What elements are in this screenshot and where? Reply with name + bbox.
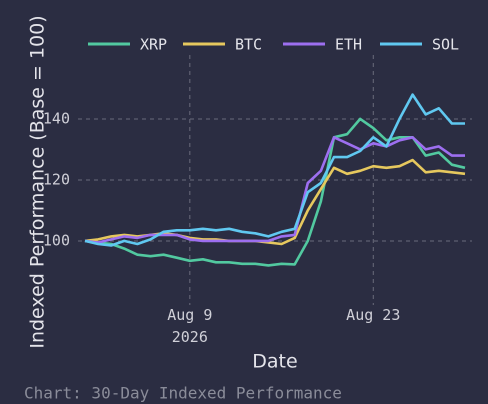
series-line [84,93,465,247]
x-axis-label: Date [252,351,297,373]
y-axis-label: Indexed Performance (Base = 100) [27,15,49,348]
series-line [84,136,465,244]
series-line [84,158,466,246]
legend-label: ETH [335,36,362,54]
legend-label: XRP [140,36,167,54]
chart-title: Chart: 30-Day Indexed Performance [24,384,342,403]
legend-label: BTC [235,36,262,54]
legend-label: SOL [432,36,459,54]
y-tick-label: 120 [43,170,70,188]
x-tick-label: Aug 9 2026 [167,306,213,346]
x-tick-label: Aug 23 [346,306,401,324]
y-tick-label: 100 [43,231,70,249]
series-line [84,117,466,267]
y-tick-label: 140 [43,109,70,127]
